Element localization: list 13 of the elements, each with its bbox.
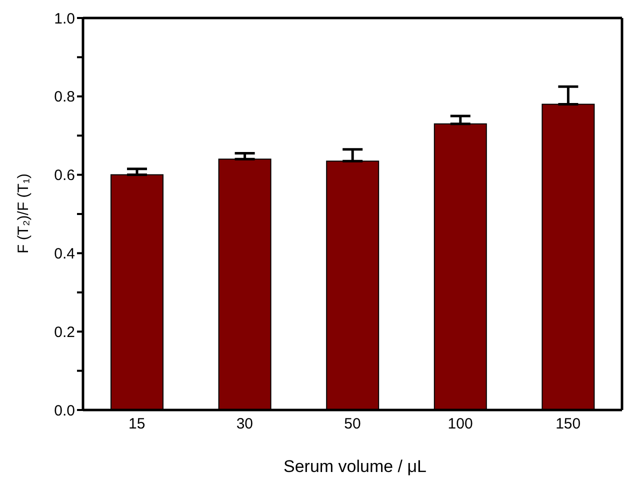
y-axis-title: F (T₂)/F (T₁) [15, 173, 32, 254]
y-tick-label: 0.0 [54, 402, 75, 420]
x-axis-title: Serum volume / μL [283, 457, 427, 476]
y-tick-label: 0.6 [54, 167, 75, 184]
y-tick-label: 0.4 [54, 246, 75, 263]
y-tick-label: 1.0 [54, 10, 75, 28]
y-tick-label: 0.8 [54, 88, 75, 106]
x-tick-label: 100 [448, 416, 473, 433]
x-tick-label: 30 [236, 416, 254, 433]
x-tick-label: 15 [128, 416, 146, 433]
y-tick-label: 0.2 [54, 324, 75, 341]
x-tick-label: 150 [556, 416, 581, 433]
x-tick-label: 50 [344, 416, 361, 433]
